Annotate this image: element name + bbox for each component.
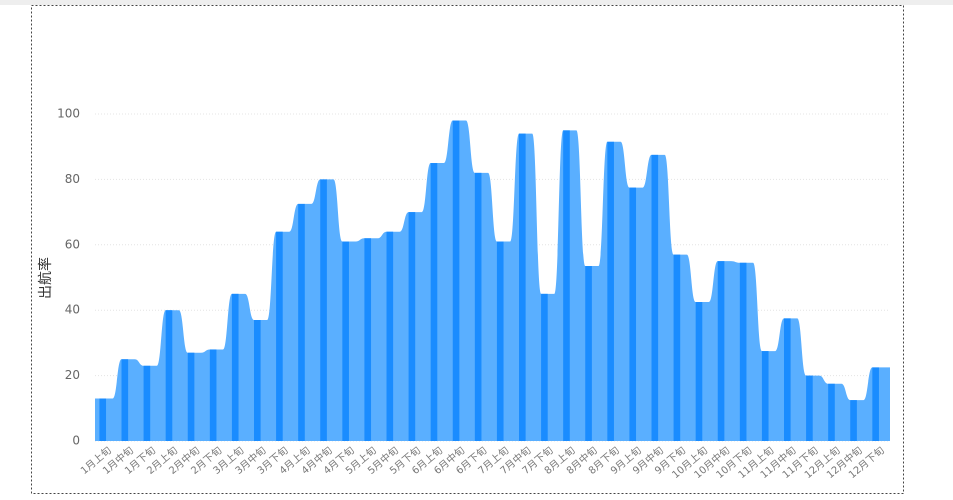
y-tick-label: 60 <box>65 237 80 251</box>
bar <box>143 365 151 441</box>
bar <box>364 238 372 441</box>
bar <box>452 120 460 441</box>
bar <box>739 262 747 441</box>
bar <box>872 367 879 441</box>
visual-frame <box>31 5 904 494</box>
bar <box>563 130 570 441</box>
bar <box>298 203 305 441</box>
y-tick-label: 80 <box>65 172 80 186</box>
bar <box>231 293 239 441</box>
y-tick-label: 100 <box>57 107 80 121</box>
bar <box>209 349 217 441</box>
bar <box>761 351 769 441</box>
y-tick-label: 20 <box>65 368 80 382</box>
bar <box>254 320 261 441</box>
bar <box>121 359 129 441</box>
bar <box>629 187 637 441</box>
bar <box>607 141 614 442</box>
bar <box>99 398 107 441</box>
bar <box>651 154 659 441</box>
top-bar <box>0 0 953 5</box>
bar <box>695 302 703 441</box>
bar <box>673 254 681 441</box>
bar <box>386 231 394 441</box>
y-tick-label: 40 <box>65 303 80 317</box>
bar <box>850 400 857 441</box>
bar <box>806 375 813 441</box>
bar <box>342 241 349 441</box>
bar <box>165 310 173 441</box>
bar <box>187 352 195 441</box>
bar <box>784 318 791 441</box>
bar <box>276 231 283 441</box>
bar <box>519 133 526 441</box>
bar <box>496 241 504 441</box>
bar <box>320 179 327 441</box>
bar <box>717 261 725 441</box>
y-tick-label: 0 <box>72 434 80 448</box>
bar <box>430 163 438 442</box>
area <box>95 120 890 441</box>
bar <box>585 266 592 441</box>
bar <box>828 383 835 441</box>
bar <box>408 212 416 441</box>
bar <box>541 293 548 441</box>
bar <box>474 172 482 442</box>
y-axis-label: 出航率 <box>37 257 54 299</box>
